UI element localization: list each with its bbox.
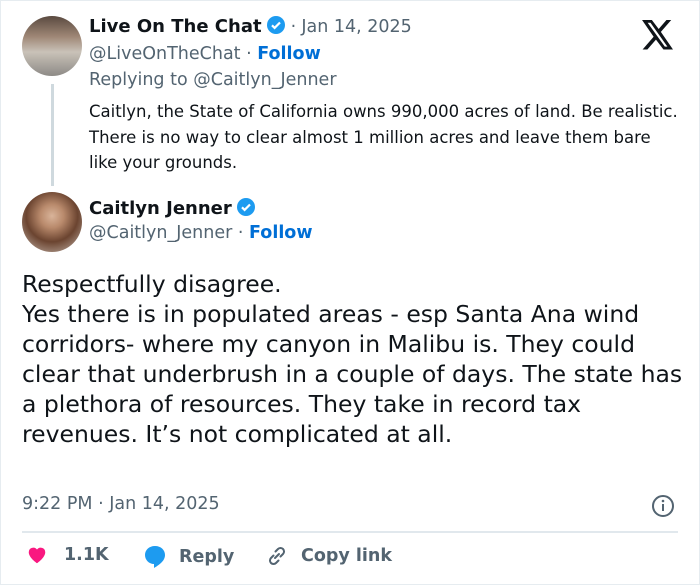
reply-bubble-icon xyxy=(145,546,165,568)
replying-to[interactable]: Replying to @Caitlyn_Jenner xyxy=(89,70,337,90)
separator: · xyxy=(237,223,244,243)
heart-icon xyxy=(28,547,46,564)
author-handle[interactable]: @LiveOnTheChat xyxy=(89,44,241,64)
info-icon[interactable] xyxy=(651,494,675,518)
copy-link-button[interactable]: Copy link xyxy=(265,544,392,568)
verified-badge-icon xyxy=(236,198,255,216)
parent-handle-row: @LiveOnTheChat · Follow xyxy=(89,44,321,64)
reply-label: Reply xyxy=(179,547,235,567)
tweet-timestamp[interactable]: 9:22 PM · Jan 14, 2025 xyxy=(22,494,220,514)
divider xyxy=(22,531,678,533)
main-handle-row: @Caitlyn_Jenner · Follow xyxy=(89,223,313,243)
like-count: 1.1K xyxy=(64,545,109,565)
verified-badge-icon xyxy=(266,16,285,34)
reply-button[interactable]: Reply xyxy=(143,544,234,570)
parent-header: Live On The Chat · Jan 14, 2025 xyxy=(89,15,412,37)
follow-button[interactable]: Follow xyxy=(257,44,321,64)
separator: · xyxy=(290,17,297,37)
avatar-caitlyn-jenner[interactable] xyxy=(22,192,82,252)
parent-tweet-text: Caitlyn, the State of California owns 99… xyxy=(89,102,678,172)
separator: · xyxy=(246,44,252,64)
copy-link-label: Copy link xyxy=(301,546,392,566)
tweet-date[interactable]: Jan 14, 2025 xyxy=(301,17,412,37)
author-name[interactable]: Caitlyn Jenner xyxy=(89,198,232,219)
x-logo-icon[interactable] xyxy=(640,20,676,50)
thread-line xyxy=(51,84,54,186)
author-handle[interactable]: @Caitlyn_Jenner xyxy=(89,223,233,243)
main-tweet-text: Respectfully disagree. Yes there is in p… xyxy=(22,270,683,448)
link-icon xyxy=(268,546,286,566)
like-button[interactable]: 1.1K xyxy=(26,544,109,566)
avatar-live-on-the-chat[interactable] xyxy=(22,16,82,76)
author-name[interactable]: Live On The Chat xyxy=(89,16,262,37)
main-header: Caitlyn Jenner xyxy=(89,197,256,219)
follow-button[interactable]: Follow xyxy=(249,223,313,243)
